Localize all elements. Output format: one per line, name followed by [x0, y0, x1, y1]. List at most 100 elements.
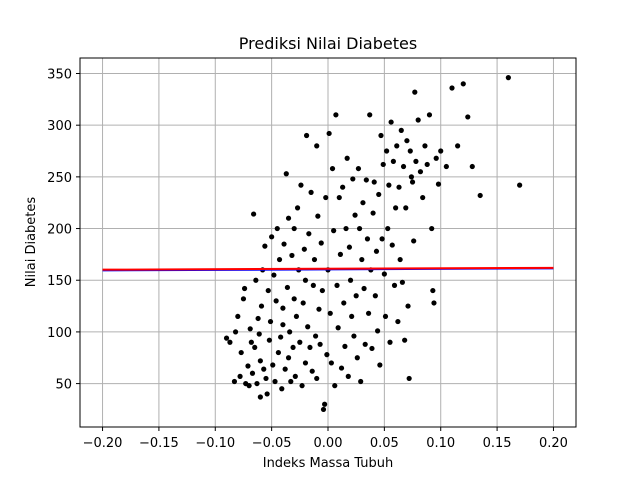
data-point: [361, 285, 367, 292]
data-point: [231, 378, 238, 385]
y-tick-label: 250: [47, 171, 72, 186]
data-point: [323, 194, 329, 201]
x-tick-label: 0.00: [314, 436, 343, 451]
data-point: [353, 293, 359, 299]
data-point: [415, 117, 421, 123]
data-point: [412, 89, 418, 95]
data-point: [399, 279, 405, 285]
x-tick-label: −0.15: [139, 436, 179, 451]
y-tick-label: 200: [47, 223, 72, 238]
data-point: [431, 300, 437, 306]
data-point: [404, 138, 410, 144]
plot-area: [102, 75, 554, 413]
data-point: [320, 406, 327, 413]
data-point: [378, 132, 384, 139]
data-point: [367, 112, 373, 118]
data-point: [402, 337, 408, 343]
data-point: [281, 241, 287, 247]
data-point: [290, 344, 296, 351]
data-point: [258, 303, 265, 309]
data-point: [331, 228, 337, 234]
data-point: [350, 176, 356, 182]
data-point: [391, 282, 398, 288]
data-point: [407, 148, 413, 154]
data-point: [299, 383, 305, 389]
data-point: [337, 251, 343, 257]
data-point: [375, 328, 381, 334]
data-point: [390, 158, 396, 164]
data-point: [248, 339, 254, 345]
data-point: [384, 148, 390, 154]
data-point: [387, 339, 393, 345]
data-point: [255, 315, 261, 322]
data-point: [238, 349, 244, 356]
data-point: [327, 310, 333, 316]
data-point: [438, 148, 444, 154]
data-point: [371, 179, 377, 185]
data-point: [365, 310, 372, 316]
data-point: [307, 344, 313, 351]
data-point: [505, 75, 511, 81]
data-point: [300, 300, 306, 306]
data-point: [223, 335, 230, 341]
data-point: [349, 313, 355, 320]
data-point: [308, 189, 314, 195]
data-point: [380, 161, 386, 168]
data-point: [424, 161, 430, 168]
data-point: [301, 246, 307, 252]
data-point: [377, 362, 383, 368]
y-tick-label: 300: [47, 119, 72, 134]
data-point: [267, 318, 274, 325]
data-point: [517, 182, 523, 188]
data-point: [246, 383, 252, 389]
data-point: [252, 344, 258, 351]
data-point: [263, 375, 269, 382]
data-point: [314, 143, 320, 149]
data-point: [460, 81, 466, 87]
x-tick-label: −0.10: [195, 436, 235, 451]
data-point: [400, 163, 407, 170]
data-point: [360, 200, 366, 206]
data-point: [364, 236, 371, 242]
data-point: [329, 165, 336, 172]
regression-line: [102, 266, 554, 271]
data-point: [346, 244, 353, 250]
y-axis-label: Nilai Diabetes: [24, 197, 39, 288]
data-point: [273, 298, 279, 304]
data-point: [291, 225, 297, 232]
data-point: [393, 205, 399, 211]
data-point: [285, 355, 292, 361]
data-point: [251, 211, 257, 217]
data-point: [262, 243, 268, 249]
data-point: [369, 345, 375, 352]
x-tick-label: −0.20: [83, 436, 123, 451]
data-point: [363, 177, 369, 183]
data-point: [433, 155, 439, 161]
data-point: [334, 282, 340, 288]
data-point: [280, 305, 286, 311]
data-point: [373, 248, 380, 254]
data-point: [449, 85, 455, 91]
data-point: [292, 373, 298, 379]
data-point: [294, 205, 301, 211]
data-point: [269, 234, 275, 240]
data-point: [395, 318, 401, 325]
data-point: [408, 174, 415, 180]
data-point: [235, 313, 241, 320]
data-point: [333, 112, 339, 118]
data-point: [328, 360, 334, 366]
y-tick-label: 350: [47, 68, 72, 83]
data-point: [398, 127, 404, 133]
data-point: [417, 169, 424, 175]
data-point: [279, 386, 285, 392]
data-point: [306, 231, 312, 237]
data-point: [379, 236, 385, 242]
data-point: [411, 238, 417, 244]
data-point: [477, 192, 483, 199]
data-point: [245, 363, 251, 369]
data-point: [372, 293, 378, 299]
data-point: [254, 380, 260, 387]
data-point: [344, 155, 350, 161]
data-point: [266, 337, 272, 343]
